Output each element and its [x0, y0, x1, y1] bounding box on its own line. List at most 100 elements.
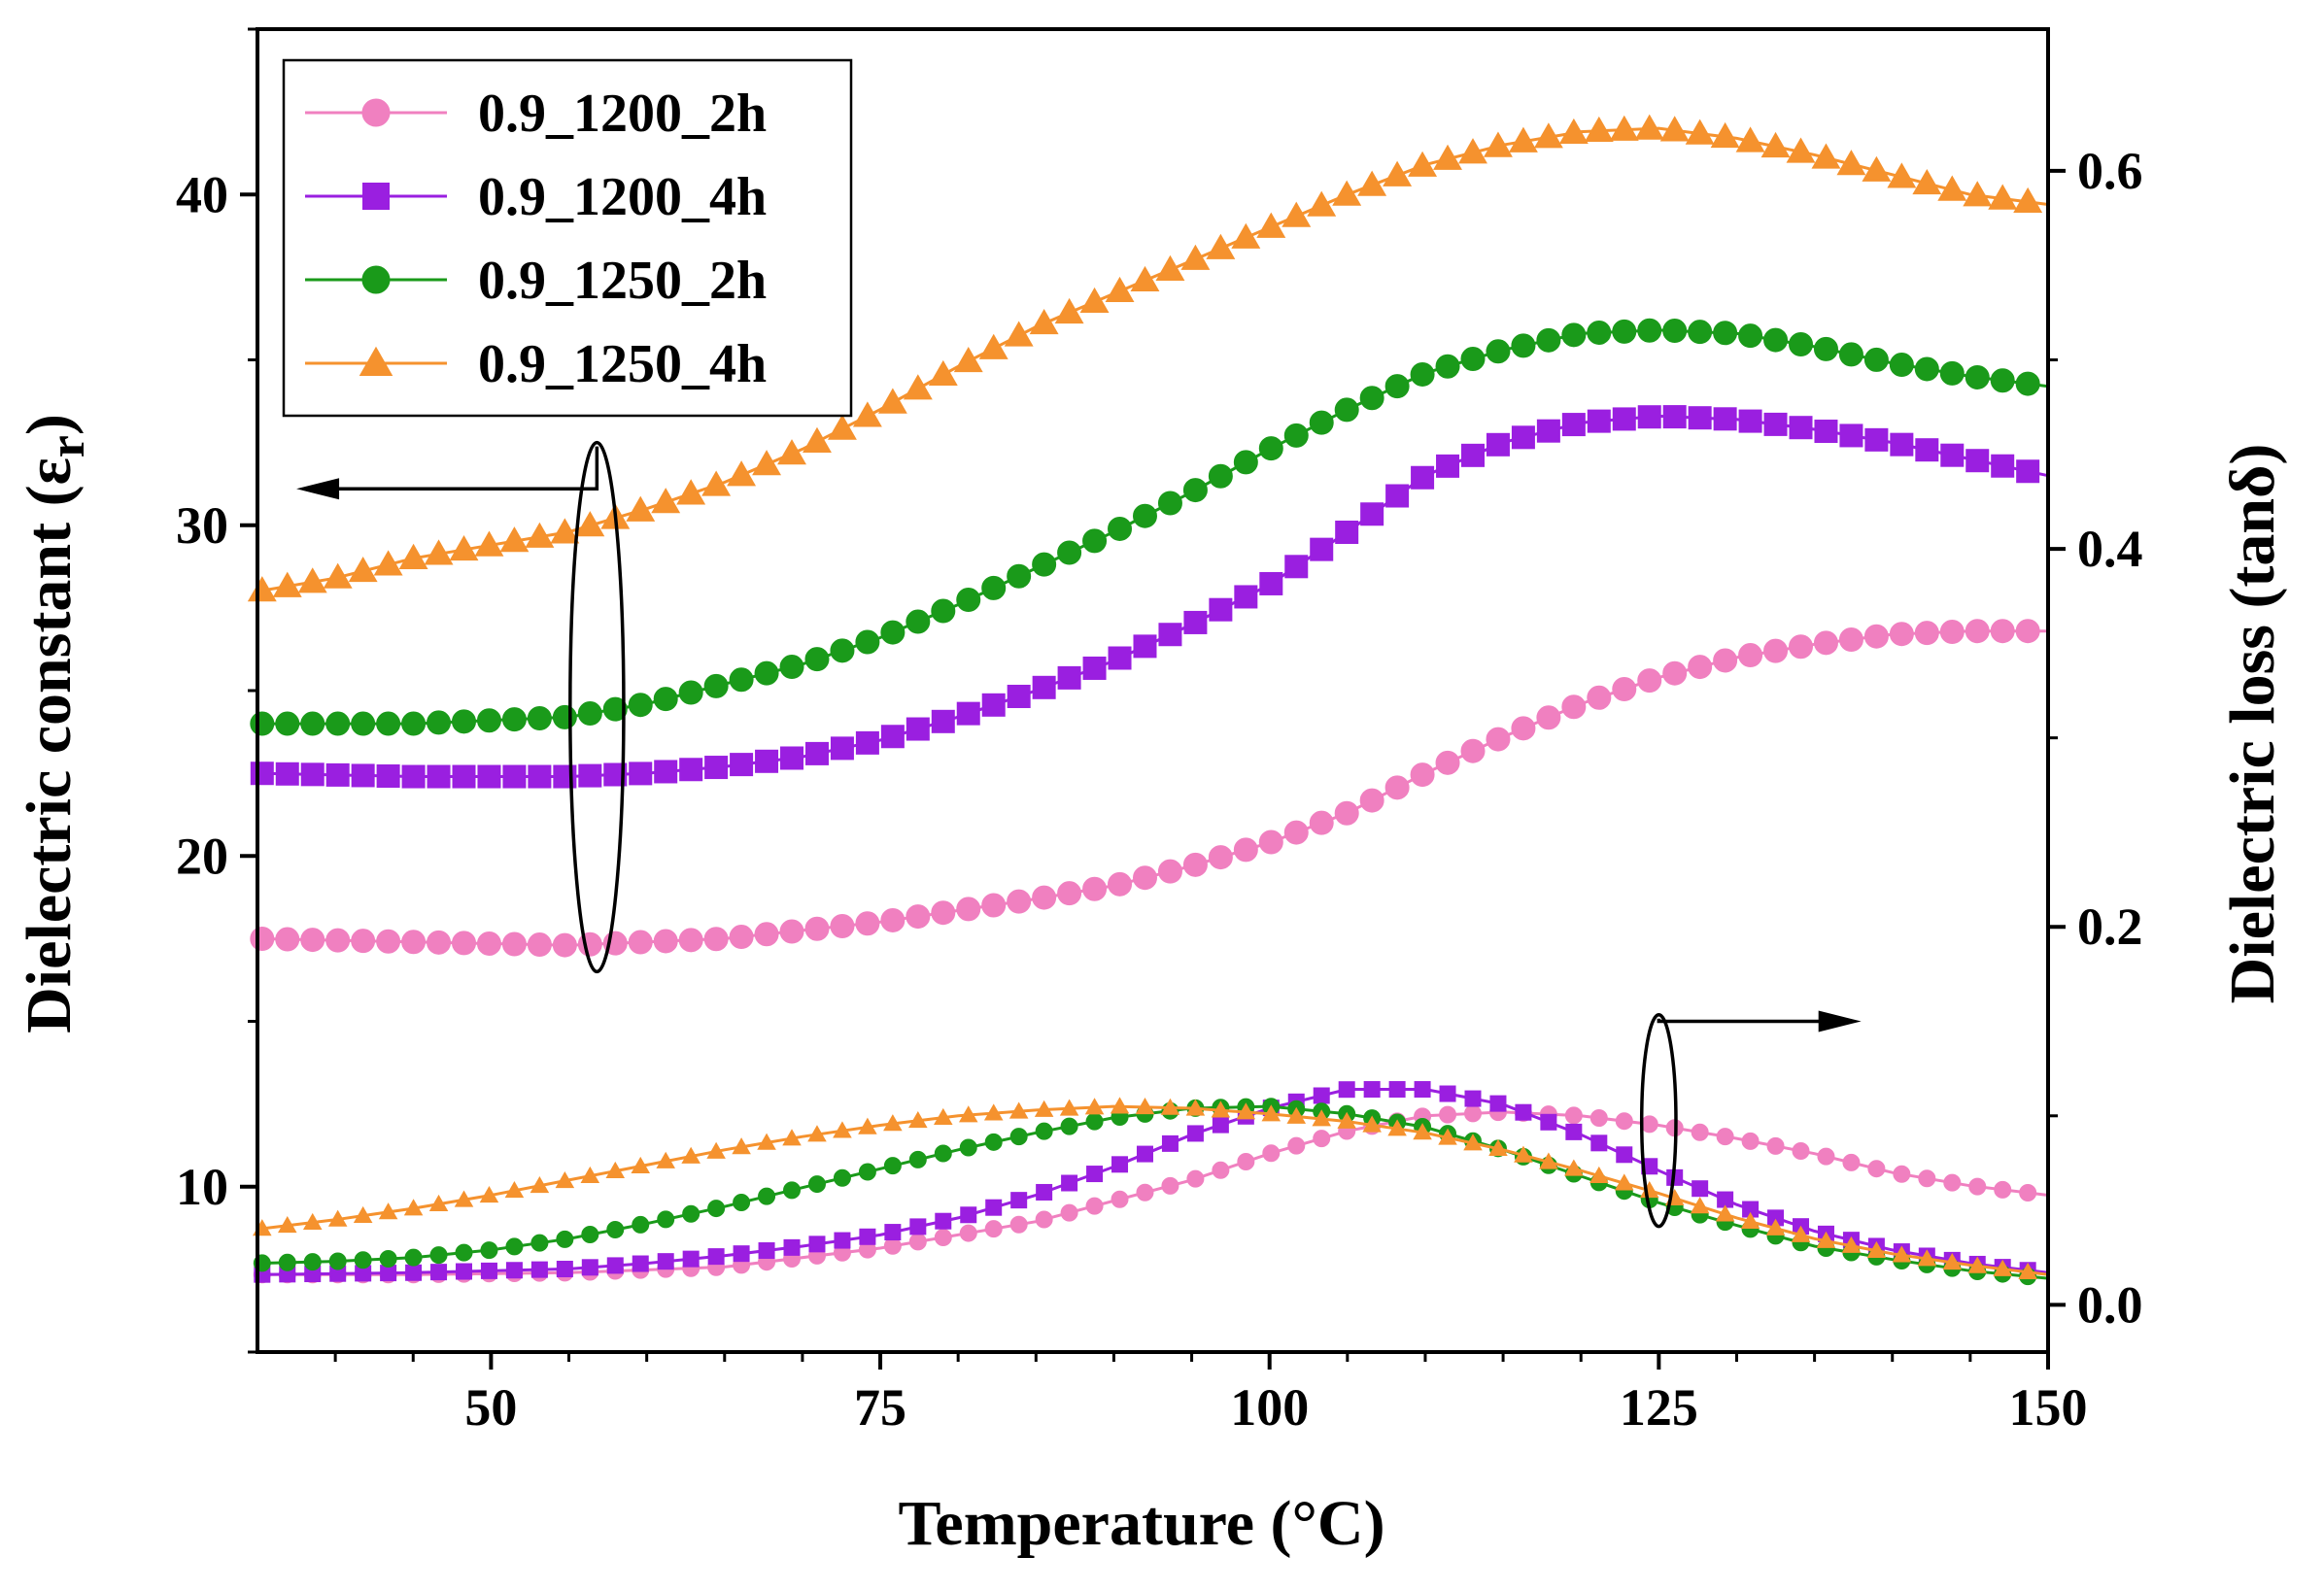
- data-point: [1486, 727, 1511, 752]
- data-point: [1690, 1197, 1710, 1214]
- data-point: [1032, 552, 1057, 577]
- data-point: [909, 1218, 927, 1236]
- data-point: [427, 930, 452, 955]
- y-axis-left-label: Dielectric constant (εr): [14, 414, 95, 1033]
- data-point: [1132, 503, 1157, 528]
- data-point: [501, 931, 527, 957]
- data-point: [978, 333, 1008, 359]
- data-point: [1060, 1117, 1078, 1135]
- data-point: [1057, 881, 1082, 906]
- data-point: [1332, 180, 1362, 206]
- data-point: [1387, 1119, 1407, 1136]
- data-point: [1792, 1141, 1810, 1160]
- data-point: [1435, 354, 1460, 379]
- y-right-tick-label: 0.6: [2077, 142, 2143, 200]
- data-point: [752, 450, 782, 476]
- data-point: [984, 1133, 1003, 1151]
- data-point: [984, 1220, 1003, 1238]
- annotation-ellipse: [1639, 1012, 1678, 1229]
- data-point: [934, 1144, 952, 1163]
- data-point: [1383, 160, 1413, 186]
- data-point: [1614, 1173, 1634, 1191]
- data-point: [556, 1230, 574, 1248]
- data-point: [1007, 684, 1031, 708]
- data-point: [1111, 1156, 1129, 1173]
- data-point: [1185, 1099, 1206, 1116]
- data-point: [476, 931, 501, 956]
- data-point: [1360, 502, 1384, 526]
- plot-area: [247, 114, 2049, 1286]
- data-point: [1763, 327, 1789, 353]
- data-point: [1939, 360, 1965, 386]
- data-point: [934, 1228, 952, 1246]
- data-point: [755, 749, 779, 773]
- data-point: [427, 764, 451, 789]
- data-point: [1182, 478, 1208, 503]
- data-point: [981, 893, 1007, 918]
- data-point: [1662, 660, 1688, 686]
- data-point: [626, 495, 656, 522]
- data-point: [1464, 1090, 1482, 1107]
- data-point: [834, 1232, 851, 1249]
- data-point: [883, 1157, 902, 1175]
- data-point: [1231, 222, 1261, 249]
- y-right-tick-label: 0.0: [2077, 1275, 2143, 1334]
- data-point: [1086, 1166, 1104, 1183]
- data-point: [1738, 409, 1762, 433]
- data-point: [1841, 1236, 1862, 1253]
- data-point: [682, 1204, 701, 1223]
- data-point: [1637, 318, 1662, 343]
- data-point: [676, 479, 706, 505]
- data-point: [1587, 320, 1612, 345]
- data-point: [580, 1166, 600, 1184]
- data-point: [1634, 114, 1664, 140]
- data-point: [903, 374, 933, 400]
- data-point: [1863, 347, 1889, 372]
- data-point: [525, 522, 555, 548]
- data-point: [578, 763, 602, 788]
- data-point: [429, 1246, 448, 1265]
- data-point: [1990, 619, 2015, 644]
- legend-entry-0.9_1200_4h: 0.9_1200_4h: [305, 167, 767, 227]
- data-point: [1637, 668, 1662, 694]
- data-point: [355, 1265, 372, 1282]
- data-point: [706, 1141, 726, 1159]
- data-point: [754, 922, 779, 947]
- data-point: [325, 928, 351, 953]
- data-point: [833, 1121, 852, 1138]
- data-point: [803, 426, 832, 453]
- data-point: [1458, 138, 1487, 164]
- data-point: [477, 764, 501, 789]
- data-point: [1988, 184, 2018, 210]
- data-point: [1489, 1095, 1507, 1112]
- data-point: [1511, 425, 1535, 450]
- data-point: [452, 764, 476, 789]
- data-point: [1918, 1169, 1936, 1188]
- data-point: [1439, 1105, 1457, 1124]
- data-point: [577, 701, 602, 727]
- data-point: [783, 1181, 802, 1200]
- data-point: [1587, 685, 1612, 710]
- data-point: [678, 680, 703, 705]
- data-point: [1256, 212, 1286, 238]
- data-point: [376, 711, 401, 736]
- data-point: [1963, 181, 1993, 207]
- data-point: [1612, 676, 1637, 701]
- data-point: [302, 1212, 323, 1230]
- legend: 0.9_1200_2h 0.9_1200_4h 0.9_1250_2h 0.9_125…: [282, 58, 853, 418]
- data-point: [1741, 1132, 1760, 1150]
- data-point: [1433, 144, 1462, 170]
- data-point: [2015, 371, 2040, 396]
- data-point: [1713, 407, 1737, 431]
- y-right-tick-label: 0.4: [2077, 520, 2143, 578]
- data-point: [928, 359, 958, 387]
- data-point: [707, 1200, 726, 1218]
- data-point: [552, 704, 577, 729]
- data-point: [1791, 1225, 1811, 1242]
- data-point: [1136, 1183, 1154, 1202]
- data-point: [1915, 438, 1939, 462]
- data-point: [651, 488, 681, 514]
- data-point: [983, 1103, 1004, 1121]
- data-point: [1010, 1192, 1028, 1209]
- data-point: [1008, 1101, 1029, 1119]
